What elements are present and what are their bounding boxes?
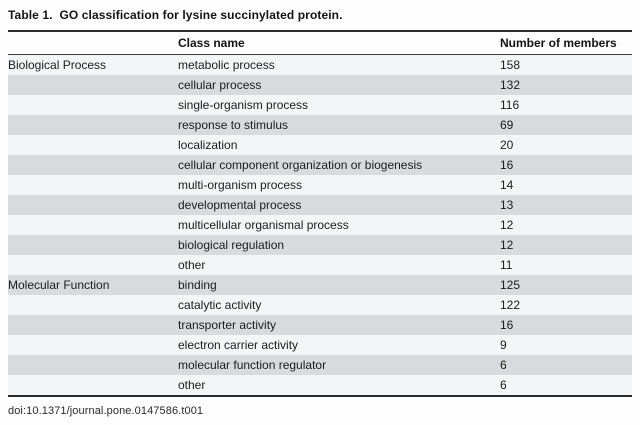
table-row: molecular function regulator 6 bbox=[8, 355, 632, 375]
member-count-cell: 9 bbox=[500, 338, 507, 352]
member-count-cell: 6 bbox=[500, 358, 507, 372]
class-name-cell: molecular function regulator bbox=[178, 358, 327, 372]
table-header-row: Class name Number of members bbox=[8, 32, 632, 55]
group-label-cell: Biological Process bbox=[8, 58, 107, 72]
member-count-cell: 12 bbox=[500, 238, 514, 252]
table-row: cellular process 132 bbox=[8, 75, 632, 95]
class-name-cell: transporter activity bbox=[178, 318, 277, 332]
member-count-cell: 16 bbox=[500, 318, 514, 332]
class-name-cell: cellular component organization or bioge… bbox=[178, 158, 423, 172]
member-count-cell: 11 bbox=[500, 258, 513, 272]
member-count-cell: 122 bbox=[500, 298, 521, 312]
table-row: developmental process 13 bbox=[8, 195, 632, 215]
table-row: cellular component organization or bioge… bbox=[8, 155, 632, 175]
member-count-cell: 69 bbox=[500, 118, 514, 132]
table-caption: Table 1. GO classification for lysine su… bbox=[8, 8, 343, 22]
members-column-header: Number of members bbox=[500, 36, 617, 50]
table-row: other 11 bbox=[8, 255, 632, 275]
class-name-cell: metabolic process bbox=[178, 58, 275, 72]
member-count-cell: 13 bbox=[500, 198, 514, 212]
class-name-cell: single-organism process bbox=[178, 98, 309, 112]
class-name-cell: response to stimulus bbox=[178, 118, 289, 132]
class-name-cell: binding bbox=[178, 278, 217, 292]
table-body: Biological Process metabolic process 158 ce… bbox=[8, 55, 632, 395]
class-name-cell: localization bbox=[178, 138, 238, 152]
class-name-cell: electron carrier activity bbox=[178, 338, 299, 352]
table-row: other 6 bbox=[8, 375, 632, 395]
member-count-cell: 14 bbox=[500, 178, 514, 192]
class-name-cell: cellular process bbox=[178, 78, 262, 92]
go-classification-table: Class name Number of members Biological … bbox=[8, 30, 632, 397]
member-count-cell: 20 bbox=[500, 138, 514, 152]
table-row: multicellular organismal process 12 bbox=[8, 215, 632, 235]
table-row: catalytic activity 122 bbox=[8, 295, 632, 315]
class-name-cell: multicellular organismal process bbox=[178, 218, 349, 232]
table-row: response to stimulus 69 bbox=[8, 115, 632, 135]
table-row: Molecular Function binding 125 bbox=[8, 275, 632, 295]
class-name-cell: other bbox=[178, 258, 206, 272]
doi-text: doi:10.1371/journal.pone.0147586.t001 bbox=[8, 405, 204, 417]
table-row: electron carrier activity 9 bbox=[8, 335, 632, 355]
class-name-column-header: Class name bbox=[178, 36, 245, 50]
class-name-cell: multi-organism process bbox=[178, 178, 303, 192]
class-name-cell: catalytic activity bbox=[178, 298, 262, 312]
table-row: multi-organism process 14 bbox=[8, 175, 632, 195]
table-row: Biological Process metabolic process 158 bbox=[8, 55, 632, 75]
member-count-cell: 158 bbox=[500, 58, 521, 72]
member-count-cell: 16 bbox=[500, 158, 514, 172]
class-name-cell: other bbox=[178, 378, 206, 392]
table-row: transporter activity 16 bbox=[8, 315, 632, 335]
table-row: localization 20 bbox=[8, 135, 632, 155]
class-name-cell: biological regulation bbox=[178, 238, 285, 252]
table-row: biological regulation 12 bbox=[8, 235, 632, 255]
group-label-cell: Molecular Function bbox=[8, 278, 110, 292]
member-count-cell: 6 bbox=[500, 378, 507, 392]
class-name-cell: developmental process bbox=[178, 198, 302, 212]
member-count-cell: 125 bbox=[500, 278, 521, 292]
member-count-cell: 116 bbox=[500, 98, 520, 112]
member-count-cell: 132 bbox=[500, 78, 521, 92]
table-row: single-organism process 116 bbox=[8, 95, 632, 115]
member-count-cell: 12 bbox=[500, 218, 514, 232]
